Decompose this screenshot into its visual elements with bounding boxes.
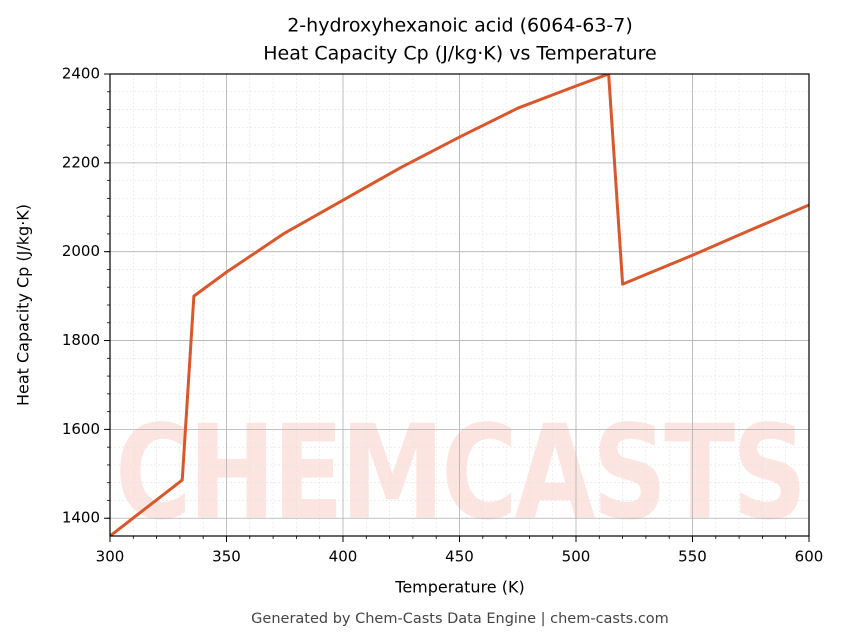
- y-tick-label: 2400: [62, 65, 100, 83]
- y-tick-label: 1800: [62, 331, 100, 349]
- chart-title: 2-hydroxyhexanoic acid (6064-63-7): [287, 15, 633, 37]
- x-tick-label: 550: [678, 548, 707, 566]
- y-tick-label: 2000: [62, 242, 100, 260]
- data-line: [110, 74, 809, 536]
- chart-subtitle: Heat Capacity Cp (J/kg·K) vs Temperature: [263, 43, 657, 65]
- y-tick-label: 1400: [62, 509, 100, 527]
- footer: Generated by Chem-Casts Data Engine | ch…: [251, 611, 669, 627]
- x-tick-label: 600: [795, 548, 824, 566]
- x-tick-label: 300: [96, 548, 125, 566]
- y-tick-label: 2200: [62, 153, 100, 171]
- x-tick-label: 450: [445, 548, 474, 566]
- x-tick-label: 350: [212, 548, 241, 566]
- x-axis-label: Temperature (K): [394, 578, 524, 597]
- x-tick-label: 400: [329, 548, 358, 566]
- plot-frame: [109, 73, 810, 537]
- y-axis-label: Heat Capacity Cp (J/kg·K): [14, 204, 33, 406]
- x-tick-label: 500: [562, 548, 591, 566]
- y-tick-label: 1600: [62, 420, 100, 438]
